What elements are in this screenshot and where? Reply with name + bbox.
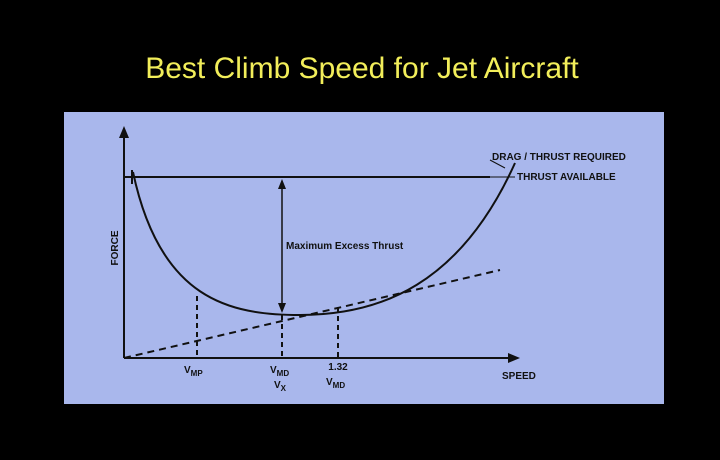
tangent-line [123, 269, 501, 359]
arrowhead [278, 303, 286, 313]
diagram-panel [64, 112, 664, 404]
speed-label: VMD [270, 365, 289, 378]
symbol: V [326, 377, 333, 388]
subscript: MP [191, 369, 204, 378]
thrust-label: THRUST AVAILABLE [517, 172, 616, 183]
excess-label: Maximum Excess Thrust [286, 241, 404, 252]
speed-label: VX [274, 380, 287, 393]
arrowhead [278, 179, 286, 189]
subscript: X [281, 384, 287, 393]
arrowhead [119, 126, 129, 138]
slide-title: Best Climb Speed for Jet Aircraft [145, 52, 579, 85]
drag-curve [132, 162, 516, 317]
subscript: MD [277, 369, 290, 378]
arrowhead [508, 353, 520, 363]
speed-label: 1.32 [328, 362, 348, 373]
drag-label: DRAG / THRUST REQUIRED [492, 152, 626, 163]
leader [489, 159, 506, 169]
subscript: MD [333, 381, 346, 390]
y-axis-label: FORCE [110, 230, 121, 265]
speed-label: VMP [184, 365, 203, 378]
x-axis-label: SPEED [502, 371, 536, 382]
diagram [119, 126, 520, 363]
symbol: V [270, 365, 277, 376]
symbol: V [184, 365, 191, 376]
speed-label: VMD [326, 377, 345, 390]
symbol: V [274, 380, 281, 391]
